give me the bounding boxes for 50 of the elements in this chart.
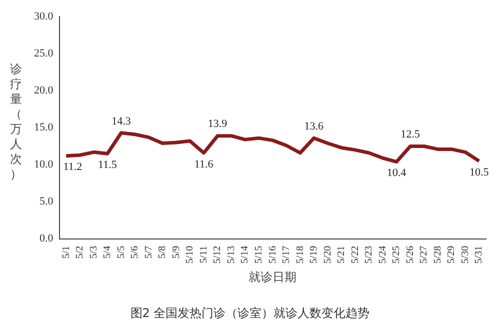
- y-tick-label: 10.0: [34, 158, 54, 171]
- x-tick-label: 5/26: [404, 246, 416, 264]
- y-axis-title: 诊疗量（万人次）: [9, 62, 23, 182]
- x-tick-label: 5/4: [102, 246, 114, 259]
- data-label: 14.3: [112, 115, 132, 128]
- x-tick-label: 5/30: [460, 246, 471, 264]
- x-tick-label: 5/12: [212, 246, 224, 264]
- x-tick-label: 5/6: [130, 246, 141, 259]
- y-tick-label: 20.0: [34, 84, 54, 97]
- data-label: 10.4: [386, 167, 407, 180]
- data-label: 13.9: [208, 118, 228, 130]
- data-label: 11.2: [63, 161, 82, 174]
- x-tick-label: 5/2: [74, 246, 86, 259]
- x-tick-label: 5/17: [281, 246, 292, 264]
- data-label: 11.6: [194, 158, 214, 170]
- x-tick-label: 5/23: [364, 246, 375, 264]
- x-tick-label: 5/29: [446, 246, 458, 264]
- x-tick-label: 5/14: [240, 246, 251, 264]
- x-tick-label: 5/22: [350, 246, 361, 264]
- x-tick-label: 5/10: [184, 246, 196, 264]
- y-tick-label: 15.0: [34, 122, 54, 134]
- x-tick-label: 5/20: [322, 246, 334, 264]
- x-tick-label: 5/15: [253, 246, 264, 264]
- x-tick-label: 5/19: [308, 246, 320, 264]
- x-tick-label: 5/16: [267, 246, 278, 264]
- caption: 图2 全国发热门诊（诊室）就诊人数变化趋势: [129, 305, 371, 322]
- x-tick-label: 5/13: [226, 246, 237, 264]
- y-tick-label: 0.0: [40, 232, 54, 245]
- x-tick-label: 5/11: [198, 246, 210, 264]
- x-tick-label: 5/28: [432, 246, 444, 264]
- x-axis-title: 就诊日期: [248, 270, 297, 284]
- x-tick-label: 5/7: [143, 246, 154, 259]
- x-tick-label: 5/3: [88, 246, 100, 259]
- x-tick-label: 5/8: [157, 246, 168, 259]
- data-label: 11.5: [98, 159, 118, 172]
- x-tick-label: 5/31: [474, 246, 485, 264]
- y-tick-label: 30.0: [34, 10, 54, 22]
- x-tick-label: 5/9: [170, 246, 182, 259]
- x-tick-label: 5/21: [336, 246, 348, 264]
- data-label: 13.6: [304, 120, 324, 132]
- x-tick-label: 5/5: [116, 246, 127, 259]
- x-tick-label: 5/27: [418, 246, 430, 264]
- y-tick-label: 25.0: [34, 48, 54, 60]
- x-tick-label: 5/18: [294, 246, 306, 264]
- x-tick-label: 5/24: [377, 246, 388, 264]
- x-tick-label: 5/1: [60, 246, 72, 259]
- y-tick-label: 5.0: [40, 196, 54, 208]
- data-label: 10.5: [469, 166, 490, 178]
- x-tick-label: 5/25: [391, 246, 402, 264]
- data-label: 12.5: [400, 128, 420, 141]
